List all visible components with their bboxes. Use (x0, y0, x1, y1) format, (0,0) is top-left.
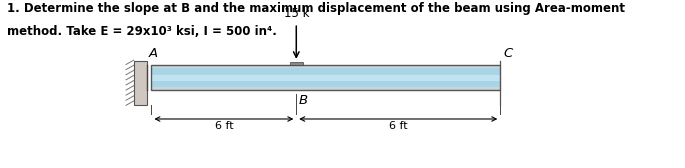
Bar (151, 68, 500, 87)
Bar (290, 61, 303, 65)
Text: 6 ft: 6 ft (389, 121, 408, 131)
Text: 6 ft: 6 ft (214, 121, 233, 131)
Text: A: A (149, 47, 158, 60)
Bar (151, 65, 500, 90)
Bar (134, 61, 147, 105)
Bar (151, 87, 500, 90)
Bar (151, 65, 500, 68)
Text: 15 k: 15 k (284, 7, 309, 20)
Text: C: C (503, 47, 513, 60)
Bar (151, 75, 500, 81)
Text: B: B (299, 94, 308, 107)
Text: method. Take E = 29x10³ ksi, I = 500 in⁴.: method. Take E = 29x10³ ksi, I = 500 in⁴… (7, 25, 277, 38)
Text: 1. Determine the slope at B and the maximum displacement of the beam using Area-: 1. Determine the slope at B and the maxi… (7, 2, 625, 15)
